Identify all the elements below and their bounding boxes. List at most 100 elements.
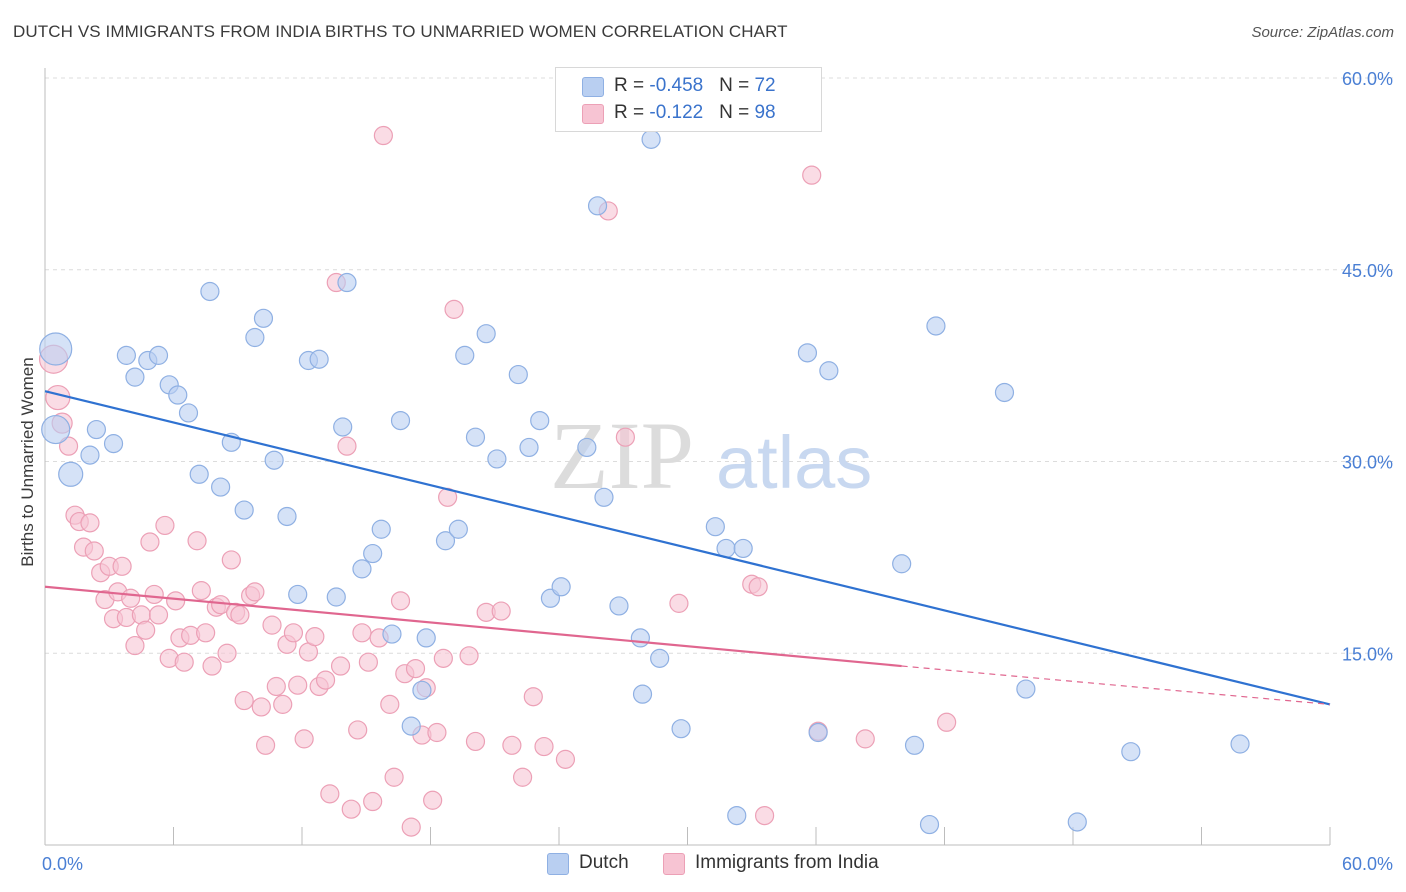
dutch-legend-icon <box>547 853 569 875</box>
data-point <box>748 577 768 597</box>
axis-labels: 15.0% 30.0% 45.0% 60.0% 0.0% 60.0% Births to U… <box>18 69 1393 874</box>
data-point <box>202 656 222 676</box>
data-point <box>136 620 156 640</box>
data-point <box>234 500 254 520</box>
y-axis-title: Births to Unmarried Women <box>18 357 37 566</box>
data-point <box>594 487 614 507</box>
data-point <box>551 577 571 597</box>
data-point <box>309 349 329 369</box>
legend-r-value: -0.458 <box>649 75 704 96</box>
data-point <box>337 272 357 293</box>
watermark-zip: ZIP <box>550 402 694 509</box>
data-point <box>148 605 169 625</box>
data-point <box>459 646 479 666</box>
data-point <box>352 559 372 579</box>
y-tick-label: 30.0% <box>1342 453 1393 473</box>
legend-n-value: 72 <box>754 75 776 96</box>
data-point <box>487 449 507 469</box>
axes <box>44 68 1331 846</box>
data-point <box>191 581 211 601</box>
data-point <box>255 735 276 755</box>
india-legend-icon <box>663 853 685 875</box>
dutch-points <box>39 129 1250 835</box>
data-point <box>320 784 340 804</box>
data-point <box>632 684 653 704</box>
data-point <box>245 327 265 348</box>
data-point <box>234 690 254 711</box>
data-point <box>103 434 124 454</box>
data-point <box>1121 742 1141 762</box>
data-point <box>58 436 79 456</box>
data-point <box>530 410 550 431</box>
data-point <box>1016 679 1036 699</box>
india-points <box>38 125 957 837</box>
data-point <box>382 624 402 644</box>
data-point <box>196 623 216 643</box>
data-point <box>754 805 775 826</box>
dutch-trend-line <box>44 390 1331 706</box>
data-point <box>465 731 486 752</box>
data-point <box>444 299 464 319</box>
data-point <box>671 719 691 739</box>
y-tick-label: 45.0% <box>1342 261 1393 281</box>
data-point <box>166 591 186 611</box>
data-point <box>491 601 511 621</box>
data-point <box>294 729 314 749</box>
data-point <box>435 531 456 551</box>
y-tick-label: 60.0% <box>1342 69 1393 89</box>
data-point <box>144 584 164 605</box>
legend-n-value: 98 <box>754 102 776 123</box>
data-point <box>705 517 725 537</box>
bottom-legend-label: Dutch <box>579 852 629 873</box>
data-point <box>80 513 100 533</box>
data-point <box>802 165 822 185</box>
data-point <box>337 436 357 456</box>
data-point <box>264 450 284 470</box>
gridlines <box>45 77 1393 654</box>
data-point <box>587 196 608 216</box>
data-point <box>630 628 650 648</box>
data-point <box>326 587 346 607</box>
data-point <box>277 506 297 527</box>
data-point <box>112 556 132 576</box>
data-point <box>508 364 528 385</box>
data-point <box>412 680 432 700</box>
data-point <box>476 324 496 344</box>
chart-title: DUTCH VS IMMIGRANTS FROM INDIA BIRTHS TO… <box>13 22 788 41</box>
data-point <box>448 519 468 539</box>
data-point <box>577 437 597 458</box>
data-point <box>994 382 1015 403</box>
data-point <box>384 767 404 787</box>
x-tick-label: 0.0% <box>42 854 83 874</box>
data-point <box>189 464 209 484</box>
data-point <box>80 445 100 465</box>
correlation-legend: R = -0.458 N = 72 R = -0.122 N = 98 <box>555 67 822 132</box>
data-point <box>178 403 199 423</box>
data-point <box>512 767 533 787</box>
y-tick-label: 15.0% <box>1342 644 1393 664</box>
data-point <box>433 648 453 668</box>
watermark-atlas: atlas <box>716 421 872 504</box>
data-point <box>84 541 104 561</box>
data-point <box>39 332 73 366</box>
data-point <box>140 532 160 552</box>
data-point <box>348 720 368 740</box>
data-point <box>401 817 421 837</box>
data-point <box>283 623 304 643</box>
data-point <box>926 316 946 336</box>
data-point <box>155 515 175 536</box>
data-point <box>650 648 670 668</box>
data-point <box>245 582 265 602</box>
data-point <box>121 588 141 608</box>
data-point <box>221 550 241 570</box>
data-point <box>217 643 237 663</box>
data-point <box>333 417 353 437</box>
data-point <box>892 554 912 574</box>
data-point <box>251 697 271 717</box>
data-point <box>797 343 818 363</box>
data-point <box>148 345 169 365</box>
india-trend-extension <box>901 665 1331 705</box>
data-point <box>904 735 925 755</box>
india-trend-line <box>44 585 902 668</box>
data-point <box>116 345 136 365</box>
